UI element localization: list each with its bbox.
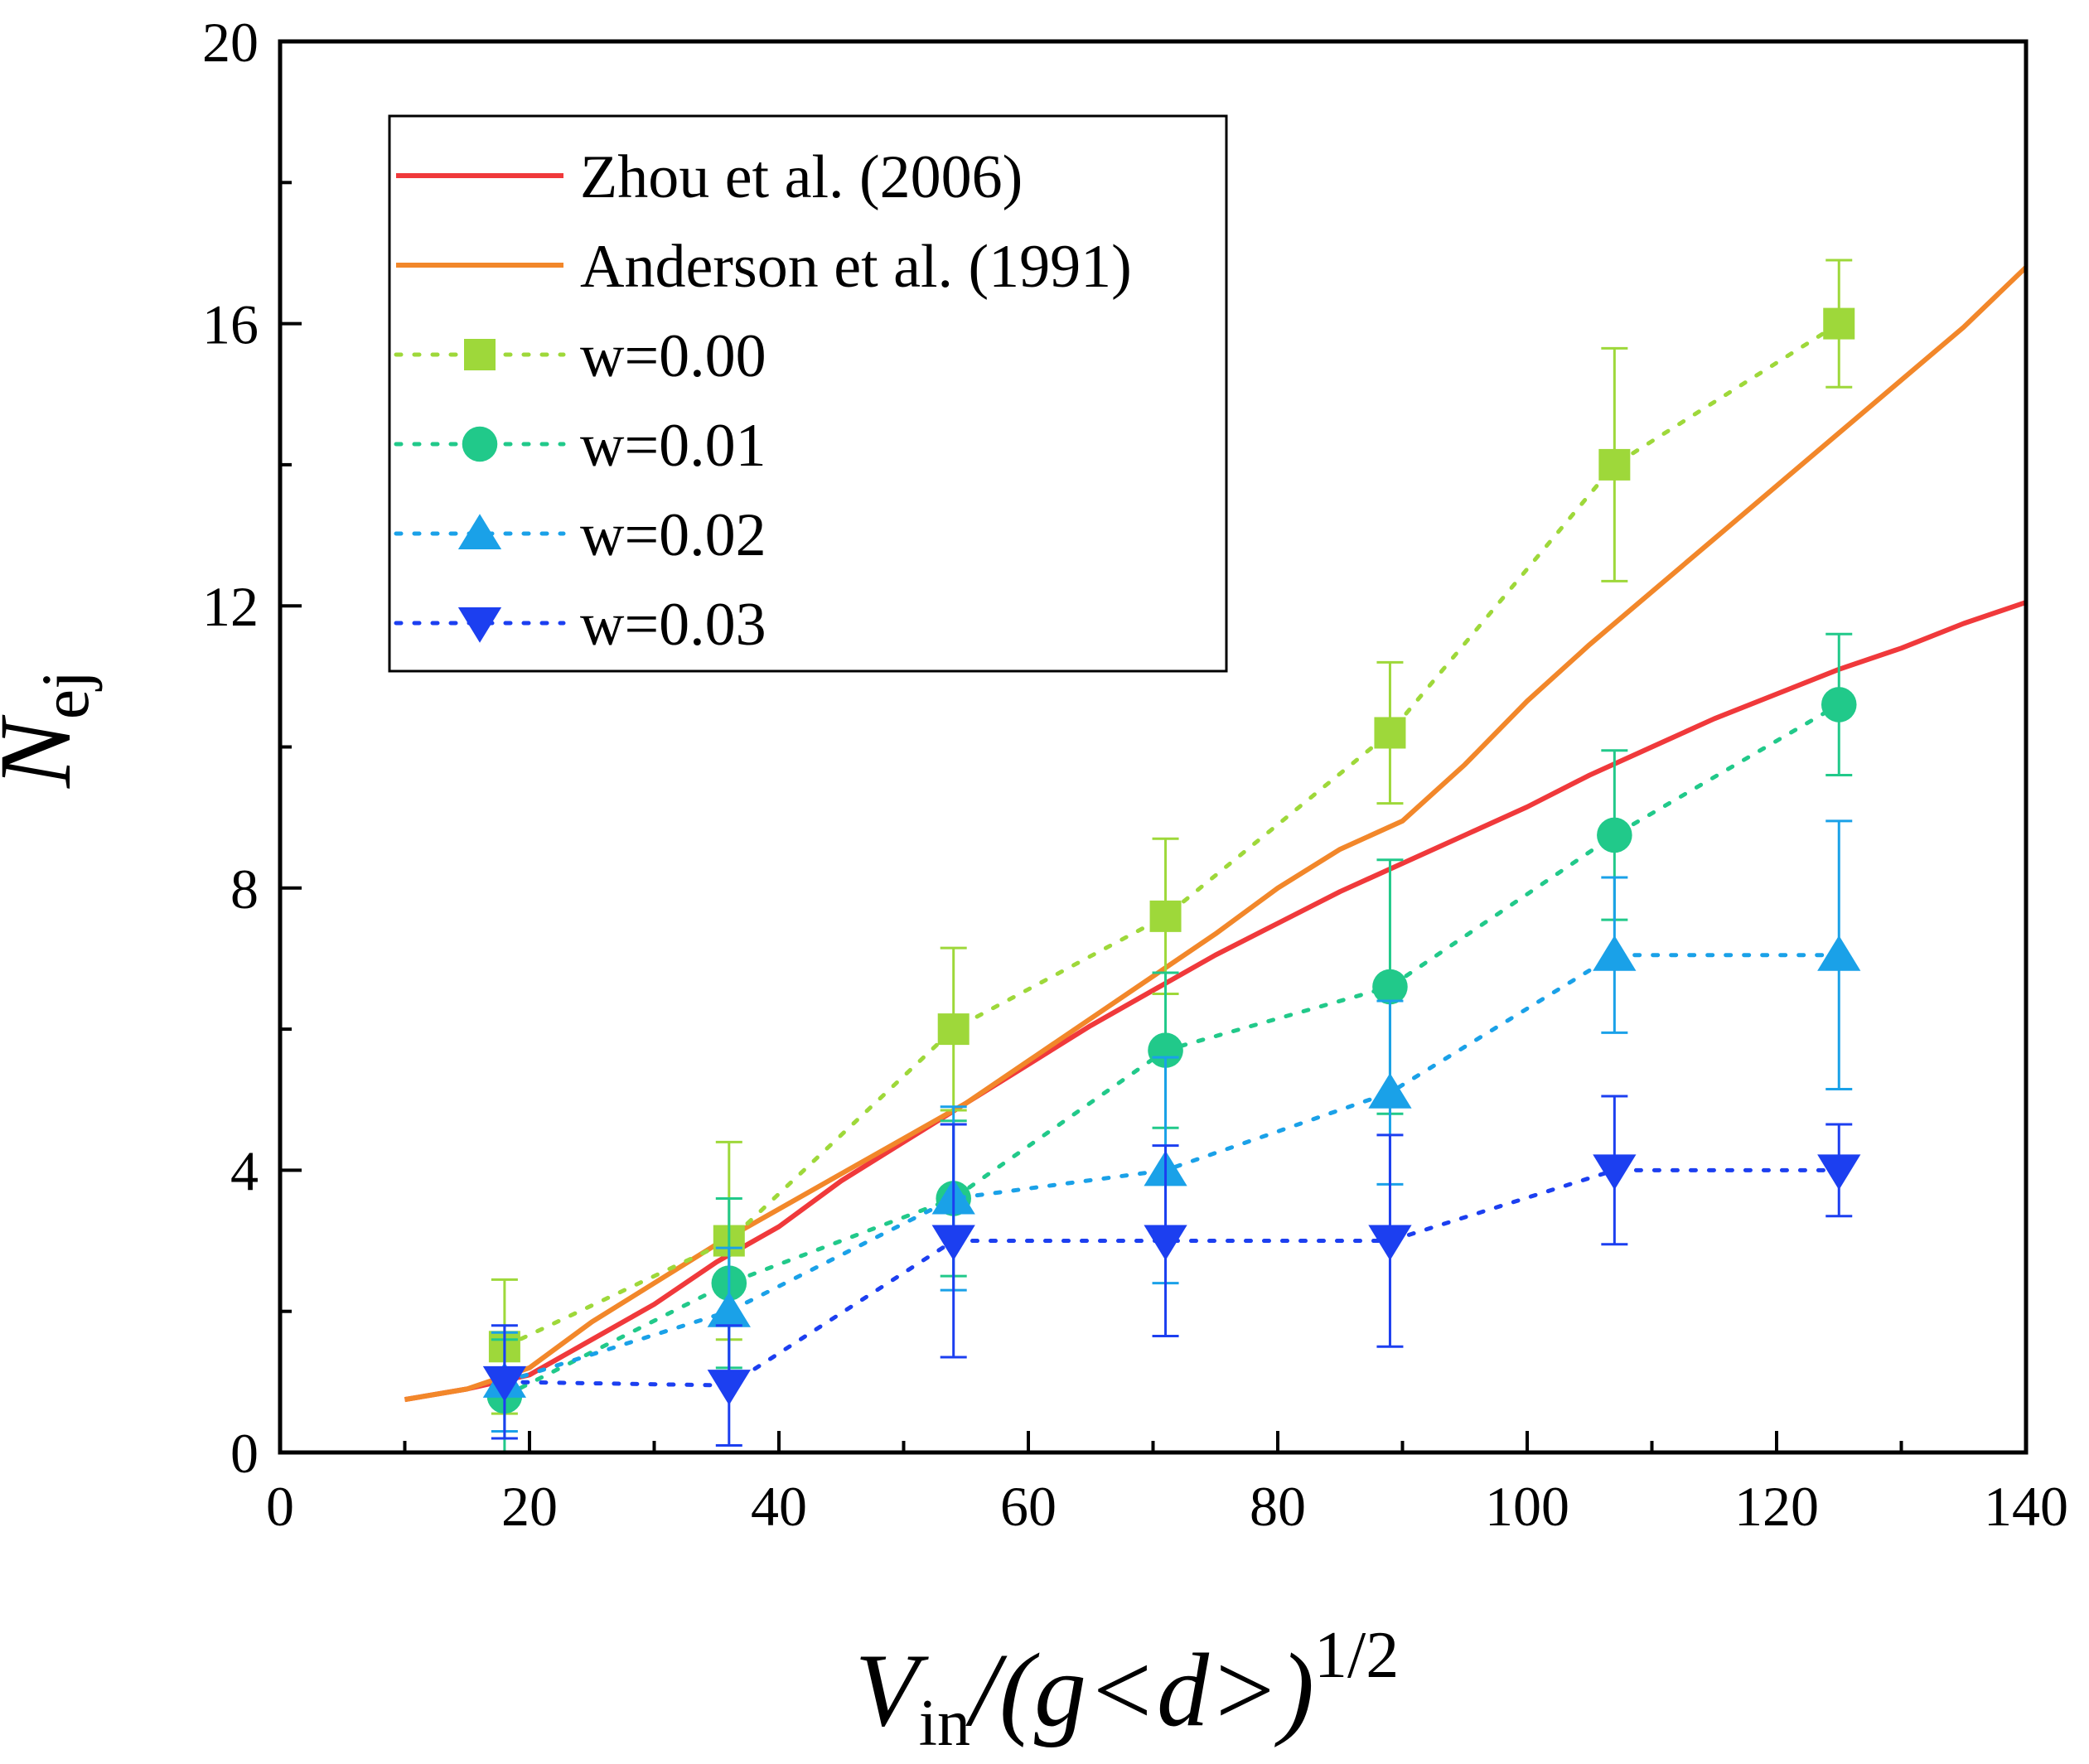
- x-tick-label: 80: [1250, 1475, 1306, 1538]
- data-point: [1593, 1154, 1637, 1191]
- data-point: [1817, 1154, 1861, 1191]
- x-axis-title: Vin/(g<d>)1/2: [855, 1619, 1399, 1760]
- y-tick-label: 8: [230, 858, 259, 921]
- x-tick-label: 40: [751, 1475, 807, 1538]
- data-point: [707, 1291, 751, 1327]
- data-point: [937, 1013, 970, 1046]
- legend-item: Anderson et al. (1991): [396, 233, 1132, 301]
- y-tick-label: 0: [230, 1422, 259, 1485]
- x-tick-label: 60: [1000, 1475, 1057, 1538]
- y-axis-title: Nej: [0, 670, 103, 789]
- data-point: [1368, 1072, 1412, 1109]
- data-point: [1149, 900, 1182, 932]
- legend-swatch-marker: [457, 607, 502, 643]
- legend-item: w=0.00: [394, 322, 766, 390]
- legend-item: Zhou et al. (2006): [396, 143, 1023, 211]
- plot-frame: [278, 39, 2029, 1455]
- x-tick-label: 100: [1485, 1475, 1569, 1538]
- series-w=0.02: [482, 819, 1861, 1433]
- reference-curves: [404, 265, 2029, 1403]
- y-tick-label: 20: [202, 11, 259, 74]
- data-point: [482, 1365, 527, 1402]
- legend-label: w=0.00: [580, 322, 766, 390]
- data-point: [1821, 687, 1857, 723]
- x-tick-label: 140: [1984, 1475, 2068, 1538]
- legend-swatch-marker: [457, 514, 502, 549]
- curve-line-anderson-1991: [404, 265, 2029, 1403]
- y-tick-label: 16: [202, 293, 259, 356]
- x-tick-label: 120: [1734, 1475, 1819, 1538]
- x-tick-label: 20: [501, 1475, 558, 1538]
- y-tick-label: 12: [202, 575, 259, 638]
- y-axis-title-sub: ej: [27, 670, 103, 719]
- legend-swatch-marker: [462, 426, 498, 462]
- data-point: [707, 1370, 751, 1405]
- data-point: [1593, 935, 1637, 971]
- x-tick-label: 0: [266, 1475, 294, 1538]
- x-axis-title-sup: 1/2: [1314, 1619, 1399, 1692]
- data-point: [1597, 817, 1632, 853]
- x-axis-title-rest: /(g<d>): [965, 1633, 1314, 1748]
- data-point: [1144, 1225, 1187, 1261]
- data-point: [1823, 307, 1855, 340]
- data-series: [482, 259, 1861, 1454]
- legend-label: Zhou et al. (2006): [580, 143, 1023, 211]
- legend-label: w=0.02: [580, 501, 766, 569]
- data-point: [931, 1225, 975, 1261]
- data-point: [1374, 717, 1406, 749]
- legend-items: Zhou et al. (2006) Anderson et al. (1991)…: [394, 143, 1132, 659]
- legend-label: w=0.03: [580, 591, 766, 659]
- data-point: [1372, 969, 1408, 1005]
- x-axis-title-sub: in: [919, 1687, 970, 1760]
- legend-item: w=0.03: [394, 591, 766, 659]
- curve-line-zhou-2006: [404, 600, 2027, 1403]
- y-axis-title-main: N: [0, 714, 92, 789]
- data-point: [1598, 448, 1631, 481]
- legend-label: w=0.01: [580, 412, 766, 480]
- legend-swatch-marker: [464, 339, 496, 370]
- y-tick-label: 4: [230, 1139, 259, 1202]
- x-axis-title-main: V: [855, 1633, 930, 1748]
- legend-item: w=0.01: [394, 412, 766, 480]
- legend-label: Anderson et al. (1991): [580, 233, 1132, 301]
- data-point: [1148, 1032, 1183, 1068]
- series-w=0.03: [482, 1095, 1861, 1447]
- tick-labels: 0 20 40 60 80 100 120 140 0 4 8 12 16 20: [202, 11, 2068, 1538]
- data-point: [1817, 935, 1861, 971]
- legend: Zhou et al. (2006) Anderson et al. (1991)…: [388, 114, 1228, 673]
- series-w=0.01: [486, 632, 1857, 1454]
- legend-box: [388, 114, 1228, 673]
- data-point: [1368, 1225, 1412, 1261]
- legend-item: w=0.02: [394, 501, 766, 569]
- series-dotted-line: [502, 1167, 1841, 1388]
